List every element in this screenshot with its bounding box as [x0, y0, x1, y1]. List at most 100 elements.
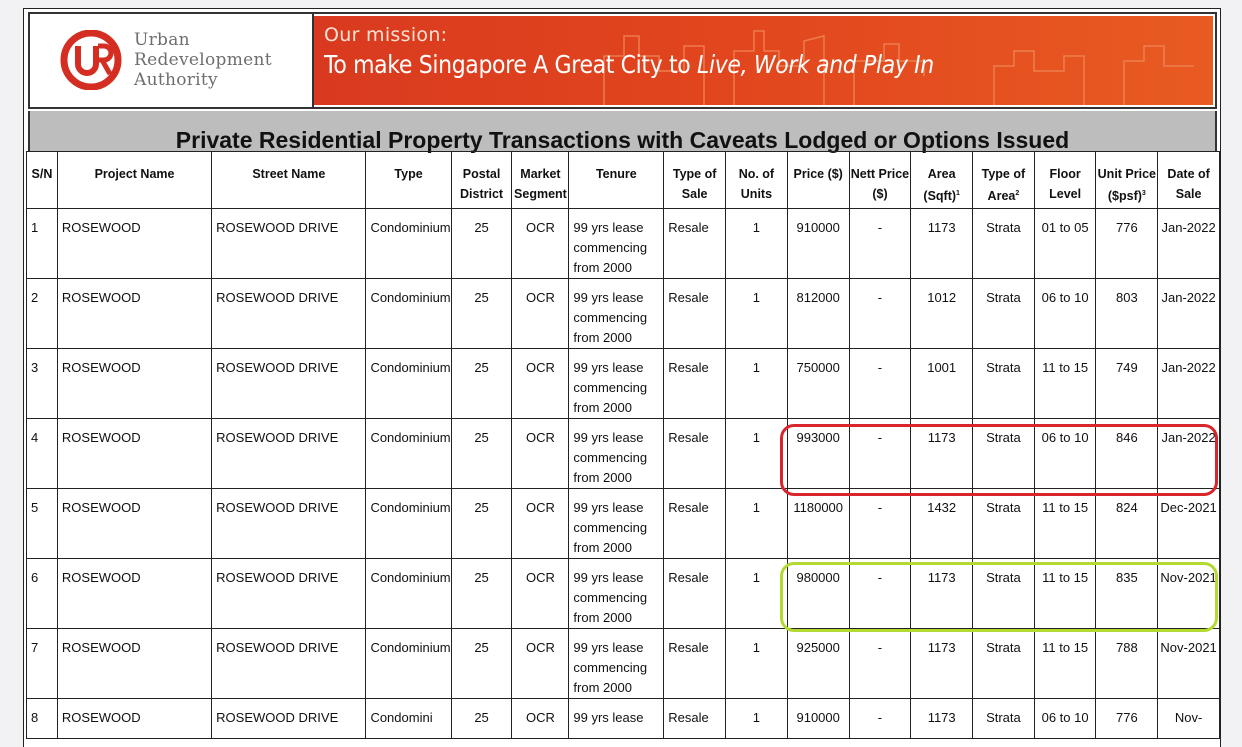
- cell-psf: 788: [1095, 628, 1159, 699]
- cell-segment: OCR: [511, 348, 570, 419]
- cell-type: Condomini: [365, 698, 452, 739]
- cell-psf: 824: [1095, 488, 1159, 559]
- mission-label: Our mission:: [324, 24, 448, 46]
- cell-date: Jan-2022: [1157, 208, 1220, 279]
- column-header-floor: Floor Level: [1033, 151, 1097, 209]
- cell-street: ROSEWOOD DRIVE: [211, 628, 367, 699]
- column-header-label: Project Name: [94, 167, 175, 181]
- table-header: S/N Project Name Street Name Type Postal Dis…: [26, 151, 1220, 209]
- cell-units: 1: [725, 558, 788, 629]
- cell-district: 25: [450, 278, 513, 349]
- cell-psf: 749: [1095, 348, 1159, 419]
- column-header-label: Tenure: [595, 167, 637, 181]
- cell-tenure: 99 yrs lease: [568, 698, 665, 739]
- column-header-label: Unit Price ($psf): [1097, 167, 1157, 204]
- org-name-line: Authority: [134, 70, 218, 90]
- cell-type: Condominium: [365, 208, 452, 279]
- cell-floor: 06 to 10: [1033, 698, 1097, 739]
- column-header-psf: Unit Price ($psf)3: [1095, 151, 1159, 209]
- cell-date: Jan-2022: [1157, 418, 1220, 489]
- cell-area-type: Strata: [972, 698, 1035, 739]
- cell-nett: -: [848, 558, 912, 629]
- column-header-units: No. of Units: [725, 151, 788, 209]
- org-name-line: Urban: [134, 30, 190, 50]
- cell-nett: -: [848, 698, 912, 739]
- cell-street: ROSEWOOD DRIVE: [211, 208, 367, 279]
- column-header-date: Date of Sale: [1157, 151, 1220, 209]
- column-header-label: Date of Sale: [1167, 167, 1210, 201]
- cell-date: Nov-: [1157, 698, 1220, 739]
- cell-sale-type: Resale: [663, 488, 727, 559]
- cell-psf: 776: [1095, 698, 1159, 739]
- cell-district: 25: [450, 628, 513, 699]
- cell-units: 1: [725, 418, 788, 489]
- cell-segment: OCR: [511, 558, 570, 629]
- cell-type: Condominium: [365, 628, 452, 699]
- cell-segment: OCR: [511, 628, 570, 699]
- cell-units: 1: [725, 278, 788, 349]
- ura-logo: Urban Redevelopment Authority: [30, 14, 314, 107]
- cell-price: 910000: [786, 698, 850, 739]
- cell-sale-type: Resale: [663, 278, 727, 349]
- cell-sale-type: Resale: [663, 628, 727, 699]
- document-page: Urban Redevelopment Authority Our missio…: [23, 8, 1221, 747]
- column-header-label: Area (Sqft): [923, 167, 957, 204]
- cell-price: 812000: [786, 278, 850, 349]
- cell-street: ROSEWOOD DRIVE: [211, 348, 367, 419]
- cell-sale-type: Resale: [663, 208, 727, 279]
- column-header-segment: Market Segment: [511, 151, 570, 209]
- cell-area-type: Strata: [972, 418, 1035, 489]
- header-banner: Urban Redevelopment Authority Our missio…: [28, 12, 1217, 109]
- column-header-label: No. of Units: [738, 167, 775, 201]
- cell-date: Jan-2022: [1157, 278, 1220, 349]
- cell-psf: 776: [1095, 208, 1159, 279]
- column-header-label: Type of Sale: [672, 167, 717, 201]
- cell-nett: -: [848, 488, 912, 559]
- org-name-line: Redevelopment: [134, 50, 272, 70]
- cell-price: 1180000: [786, 488, 850, 559]
- column-header-label: Market Segment: [514, 167, 567, 201]
- column-header-area-type: Type of Area2: [972, 151, 1035, 209]
- cell-floor: 01 to 05: [1033, 208, 1097, 279]
- cell-price: 910000: [786, 208, 850, 279]
- cell-price: 993000: [786, 418, 850, 489]
- cell-area-type: Strata: [972, 558, 1035, 629]
- cell-street: ROSEWOOD DRIVE: [211, 488, 367, 559]
- footnote-marker: 1: [956, 190, 960, 197]
- column-header-price: Price ($): [786, 151, 850, 209]
- footnote-marker: 3: [1141, 190, 1146, 197]
- table-body: 1 ROSEWOOD ROSEWOOD DRIVE Condominium 25 OCR 9…: [26, 208, 1220, 739]
- cell-nett: -: [848, 418, 912, 489]
- cell-units: 1: [725, 208, 788, 279]
- column-header-label: Type of Area: [981, 167, 1026, 204]
- cell-date: Nov-2021: [1157, 628, 1220, 699]
- cell-type: Condominium: [365, 488, 452, 559]
- cell-nett: -: [848, 628, 912, 699]
- column-header-sn: S/N: [26, 151, 58, 209]
- mission-statement-plain: To make Singapore A Great City to: [324, 50, 698, 79]
- cell-floor: 11 to 15: [1033, 628, 1097, 699]
- cell-type: Condominium: [365, 558, 452, 629]
- cell-date: Nov-2021: [1157, 558, 1220, 629]
- cell-district: 25: [450, 348, 513, 419]
- cell-psf: 835: [1095, 558, 1159, 629]
- cell-project: ROSEWOOD: [56, 348, 213, 419]
- cell-sn: 2: [26, 278, 58, 349]
- cell-psf: 803: [1095, 278, 1159, 349]
- cell-tenure: 99 yrs lease commencing from 2000: [568, 488, 665, 559]
- cell-project: ROSEWOOD: [56, 698, 213, 739]
- mission-statement-italic: Live, Work and Play In: [697, 50, 934, 79]
- cell-street: ROSEWOOD DRIVE: [211, 698, 367, 739]
- cell-price: 980000: [786, 558, 850, 629]
- cell-sale-type: Resale: [663, 348, 727, 419]
- cell-tenure: 99 yrs lease commencing from 2000: [568, 348, 665, 419]
- cell-type: Condominium: [365, 348, 452, 419]
- cell-nett: -: [848, 208, 912, 279]
- cell-area: 1432: [910, 488, 974, 559]
- ura-logo-icon: [60, 30, 122, 90]
- cell-street: ROSEWOOD DRIVE: [211, 558, 367, 629]
- cell-sale-type: Resale: [663, 418, 727, 489]
- cell-street: ROSEWOOD DRIVE: [211, 278, 367, 349]
- cell-sn: 7: [26, 628, 58, 699]
- skyline-graphic: [603, 30, 1194, 105]
